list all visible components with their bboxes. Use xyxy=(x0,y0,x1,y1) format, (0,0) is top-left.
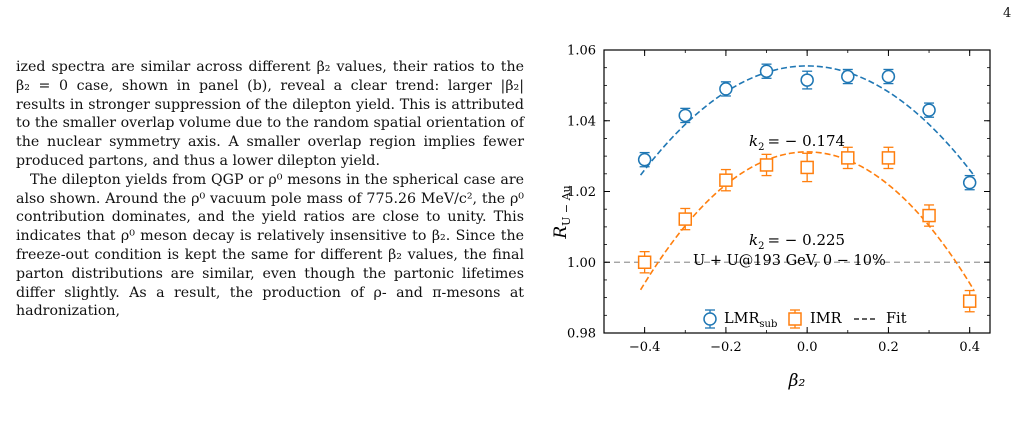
data-point-imr xyxy=(800,152,814,183)
legend-lmr-label: LMRsub xyxy=(724,311,777,330)
fit-curve-imr xyxy=(639,151,975,291)
data-point-imr xyxy=(719,168,733,192)
marker-circle xyxy=(637,152,652,167)
paragraph-1: ized spectra are similar across differen… xyxy=(16,59,524,169)
figure: −0.4 −0.2 0.0 0.2 0.4 0.98 1.00 1.02 1.04 1.06 k2… xyxy=(540,40,1010,420)
x-tick-label: −0.2 xyxy=(710,340,742,355)
data-point-lmr xyxy=(881,68,896,85)
data-point-imr xyxy=(759,153,774,177)
legend-fit-label: Fit xyxy=(886,311,907,327)
data-point-lmr xyxy=(637,151,652,168)
marker-square xyxy=(759,158,774,172)
marker-circle xyxy=(841,69,855,84)
legend-circle xyxy=(703,312,717,326)
page-number: 4 xyxy=(1003,6,1012,21)
marker-circle xyxy=(922,103,936,117)
data-point-imr xyxy=(637,250,652,274)
marker-square xyxy=(800,160,814,175)
x-tick-label: 0.2 xyxy=(878,340,899,355)
x-tick-label: 0.0 xyxy=(797,340,818,355)
marker-circle xyxy=(962,175,977,190)
marker-circle xyxy=(759,64,774,78)
marker-square xyxy=(922,208,936,223)
data-point-imr xyxy=(841,146,855,170)
legend-imr-label: IMR xyxy=(810,311,843,327)
marker-square xyxy=(637,255,652,269)
paragraph-2: The dilepton yields from QGP or ρ⁰ meson… xyxy=(16,171,524,320)
legend-circle-marker xyxy=(703,309,717,329)
marker-square xyxy=(962,294,977,308)
collision-annotation: U + U@193 GeV, 0 − 10% xyxy=(693,253,886,269)
data-point-lmr xyxy=(922,102,936,118)
x-axis-label: β₂ xyxy=(788,371,806,391)
y-tick-label: 1.06 xyxy=(567,44,596,59)
data-point-imr xyxy=(678,207,693,231)
plot-frame xyxy=(603,49,991,334)
k2-value-imr: = − 0.225 xyxy=(767,231,845,249)
marker-circle xyxy=(881,69,896,84)
legend-square xyxy=(788,312,802,326)
marker-circle xyxy=(719,82,733,96)
legend-lmr-subscript: sub xyxy=(759,319,777,330)
data-point-imr xyxy=(881,146,896,170)
k2-label-lmr: k2 = − 0.174 xyxy=(749,132,845,153)
ratio-chart: −0.4 −0.2 0.0 0.2 0.40.981.001.021.041.06 k2… xyxy=(551,44,991,391)
k2-symbol: k xyxy=(749,231,758,249)
x-tick-label: −0.4 xyxy=(629,340,661,355)
k2-value-lmr: = − 0.174 xyxy=(767,132,845,150)
legend: LMRsub IMR Fit xyxy=(703,309,907,330)
data-point-lmr xyxy=(678,107,693,124)
body-text-column: ized spectra are similar across differen… xyxy=(16,58,524,321)
data-point-imr xyxy=(922,204,936,227)
marker-square xyxy=(841,151,855,165)
legend-lmr-text: LMR xyxy=(724,311,760,327)
y-tick-label: 1.00 xyxy=(567,256,596,271)
fit-curve-lmr xyxy=(639,65,975,176)
k2-subscript: 2 xyxy=(758,241,764,252)
data-point-lmr xyxy=(759,63,774,79)
data-point-imr xyxy=(962,289,977,313)
y-tick-label: 1.02 xyxy=(567,185,596,200)
marker-circle xyxy=(800,73,814,87)
y-tick-label: 1.04 xyxy=(567,114,596,129)
x-tick-label: 0.4 xyxy=(959,340,980,355)
k2-label-imr: k2 = − 0.225 xyxy=(749,231,845,252)
y-axis-label: RU − Au xyxy=(551,185,573,239)
marker-square xyxy=(678,212,693,226)
k2-subscript: 2 xyxy=(758,142,764,153)
k2-symbol: k xyxy=(749,132,758,150)
data-point-lmr xyxy=(719,81,733,97)
marker-square xyxy=(881,151,896,165)
marker-square xyxy=(719,173,733,187)
data-point-lmr xyxy=(841,68,855,85)
marker-circle xyxy=(678,108,693,123)
y-tick-label: 0.98 xyxy=(567,327,596,342)
y-axis-label-text: RU − Au xyxy=(551,185,573,239)
legend-square-marker xyxy=(788,309,802,329)
data-point-lmr xyxy=(800,70,814,90)
data-point-lmr xyxy=(962,174,977,191)
